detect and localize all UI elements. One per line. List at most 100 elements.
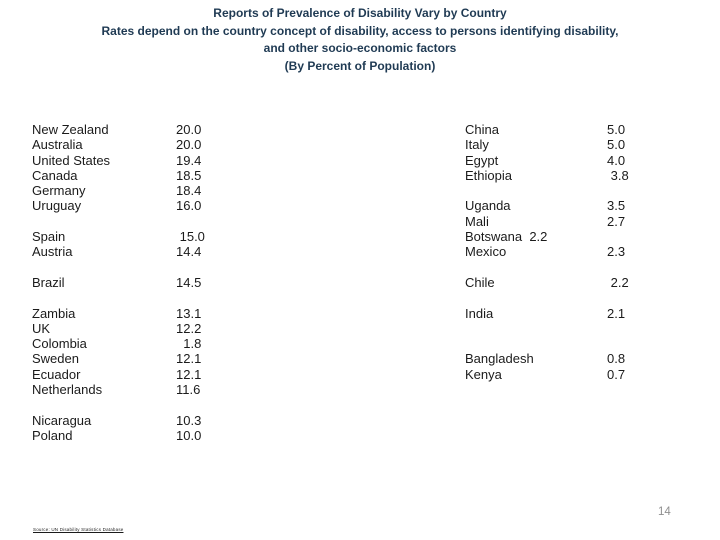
- country-name: Egypt: [465, 152, 499, 168]
- table-row: Poland 10.0: [32, 428, 205, 443]
- table-row-spacer: [465, 183, 629, 198]
- table-row: Canada 18.5: [32, 168, 205, 183]
- page-number: 14: [658, 506, 671, 518]
- country-value: 16.0: [176, 198, 202, 214]
- country-value: 13.1: [176, 305, 202, 321]
- table-row: Colombia 1.8: [32, 336, 205, 351]
- table-row: Mali 2.7: [465, 214, 629, 229]
- country-name: Nicaragua: [32, 412, 92, 428]
- country-value: 12.1: [176, 351, 202, 367]
- table-row: Uruguay 16.0: [32, 198, 205, 213]
- table-row: Australia 20.0: [32, 137, 205, 152]
- table-row: Botswana 2.2: [465, 229, 629, 244]
- country-value: 2.1: [607, 305, 626, 321]
- country-table-left-column: New Zealand 20.0 Australia 20.0 United State…: [32, 122, 205, 443]
- country-name: United States: [32, 152, 111, 168]
- table-row: India 2.1: [465, 306, 629, 321]
- footnote-source-link[interactable]: Source: UN Disability Statistics Databas…: [33, 527, 124, 532]
- country-name: Canada: [32, 167, 78, 183]
- country-name: Sweden: [32, 351, 79, 367]
- country-name: Kenya: [465, 366, 502, 382]
- country-value: 0.7: [607, 366, 626, 382]
- table-row-spacer: [465, 336, 629, 351]
- country-value: 20.0: [176, 137, 202, 153]
- title-line-3: and other socio-economic factors: [263, 41, 457, 55]
- table-row: Brazil 14.5: [32, 275, 205, 290]
- country-value: 1.8: [176, 336, 202, 352]
- country-name: Mali: [465, 213, 489, 229]
- country-name: New Zealand: [32, 122, 109, 137]
- country-name: Uruguay: [32, 198, 82, 214]
- country-value: 3.8: [607, 167, 629, 183]
- country-value: 4.0: [607, 152, 626, 168]
- title-line-4: (By Percent of Population): [284, 58, 436, 73]
- country-name: India: [465, 305, 494, 321]
- table-row: Nicaragua 10.3: [32, 413, 205, 428]
- table-row-spacer: [32, 397, 205, 412]
- country-value: 2.7: [607, 213, 626, 229]
- table-row: Sweden 12.1: [32, 351, 205, 366]
- country-name: Brazil: [32, 274, 65, 290]
- country-value: 18.5: [176, 167, 202, 183]
- country-name: China: [465, 122, 499, 137]
- country-value: 10.0: [176, 427, 202, 443]
- country-name: Austria: [32, 244, 73, 260]
- country-name: Australia: [32, 137, 83, 153]
- table-row: China 5.0: [465, 122, 629, 137]
- country-value: 15.0: [176, 229, 205, 245]
- table-row: Kenya 0.7: [465, 367, 629, 382]
- table-row: Netherlands 11.6: [32, 382, 205, 397]
- country-value: 14.4: [176, 244, 202, 260]
- country-value: 2.2: [607, 274, 629, 290]
- table-row: Bangladesh 0.8: [465, 351, 629, 366]
- table-row: New Zealand 20.0: [32, 122, 205, 137]
- country-name: Italy: [465, 137, 489, 153]
- table-row: UK 12.2: [32, 321, 205, 336]
- table-row: Germany 18.4: [32, 183, 205, 198]
- country-value: 11.6: [176, 382, 201, 398]
- country-value: 14.5: [176, 274, 202, 290]
- country-name: UK: [32, 320, 51, 336]
- table-row-spacer: [32, 214, 205, 229]
- country-value: 3.5: [607, 198, 626, 214]
- country-value: 19.4: [176, 152, 202, 168]
- country-value: 5.0: [607, 137, 626, 153]
- country-name: Chile: [465, 274, 495, 290]
- country-value: 12.1: [176, 366, 202, 382]
- table-row: Austria 14.4: [32, 244, 205, 259]
- country-name: Colombia: [32, 336, 87, 352]
- country-name: Ethiopia: [465, 167, 512, 183]
- table-row: Spain 15.0: [32, 229, 205, 244]
- country-name: Mexico: [465, 244, 507, 260]
- table-row-spacer: [32, 290, 205, 305]
- country-value: 5.0: [607, 122, 626, 137]
- title-line-1: Reports of Prevalence of Disability Vary…: [213, 6, 507, 20]
- table-row: United States 19.4: [32, 153, 205, 168]
- table-row: Egypt 4.0: [465, 153, 629, 168]
- table-row: Ethiopia 3.8: [465, 168, 629, 183]
- country-value: 2.3: [607, 244, 626, 260]
- table-row: Chile 2.2: [465, 275, 629, 290]
- country-value: 0.8: [607, 351, 626, 367]
- country-table-right-column: China 5.0 Italy 5.0 Egypt 4.0 Ethiopia 3.8 Ugan…: [465, 122, 629, 382]
- country-value: 18.4: [176, 183, 202, 199]
- table-row: Mexico 2.3: [465, 244, 629, 259]
- country-name: Bangladesh: [465, 351, 534, 367]
- title-line-2: Rates depend on the country concept of d…: [101, 23, 619, 38]
- country-name: Ecuador: [32, 366, 81, 382]
- country-name: Germany: [32, 183, 86, 199]
- table-row-spacer: [465, 290, 629, 305]
- table-row-spacer: [32, 260, 205, 275]
- country-value: 10.3: [176, 412, 202, 428]
- table-row: Zambia 13.1: [32, 306, 205, 321]
- country-name: Netherlands: [32, 382, 103, 398]
- table-row: Uganda 3.5: [465, 198, 629, 213]
- country-name: Poland: [32, 427, 73, 443]
- slide-title: Reports of Prevalence of Disability Vary…: [0, 5, 720, 75]
- country-name: Uganda: [465, 198, 511, 214]
- country-value: 12.2: [176, 320, 202, 336]
- country-name: Spain: [32, 229, 66, 245]
- table-row: Ecuador 12.1: [32, 367, 205, 382]
- country-name: Zambia: [32, 305, 76, 321]
- country-value: 20.0: [176, 122, 202, 137]
